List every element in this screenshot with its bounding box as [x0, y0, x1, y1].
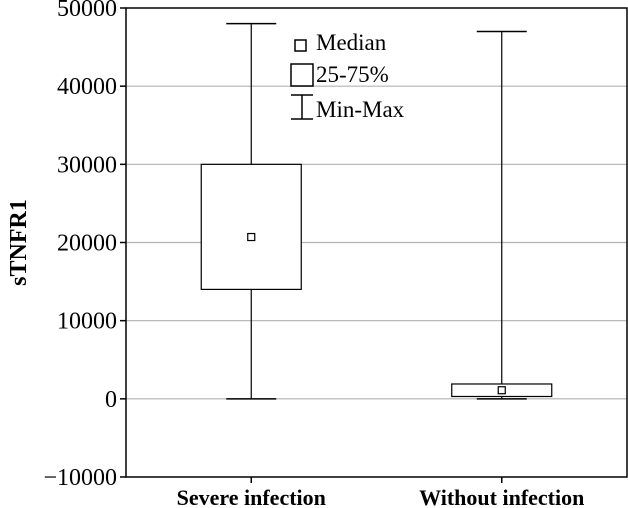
- plot-frame: [125, 7, 628, 478]
- y-tick-label: 10000: [57, 309, 117, 335]
- median-marker: [247, 232, 256, 242]
- legend: Median 25-75% Min-Max: [290, 30, 405, 122]
- y-tick-label: 0: [105, 387, 117, 413]
- y-axis-title: sTNFR1: [6, 199, 32, 286]
- legend-median-label: Median: [316, 30, 387, 55]
- y-tick-label: −10000: [43, 465, 117, 491]
- y-ticks: −10000 0 10000 20000 30000 40000 50000: [43, 0, 126, 491]
- box-2: [451, 30, 553, 400]
- legend-whisker-label: Min-Max: [316, 97, 405, 122]
- category-labels: Severe infection Without infection: [177, 477, 584, 508]
- box-1: [200, 22, 302, 400]
- y-tick-label: 30000: [57, 152, 117, 178]
- median-marker: [497, 386, 506, 395]
- boxes: [200, 22, 553, 400]
- category-label: Without infection: [419, 485, 584, 508]
- y-tick-label: 20000: [57, 231, 117, 257]
- y-tick-label: 50000: [57, 0, 117, 22]
- legend-box-symbol: [290, 63, 314, 87]
- y-tick-label: 40000: [57, 74, 117, 100]
- category-label: Severe infection: [177, 485, 326, 508]
- legend-box-label: 25-75%: [316, 62, 389, 87]
- legend-whisker-symbol: [291, 94, 313, 120]
- iqr-box: [200, 163, 302, 290]
- legend-median-symbol: [294, 39, 307, 52]
